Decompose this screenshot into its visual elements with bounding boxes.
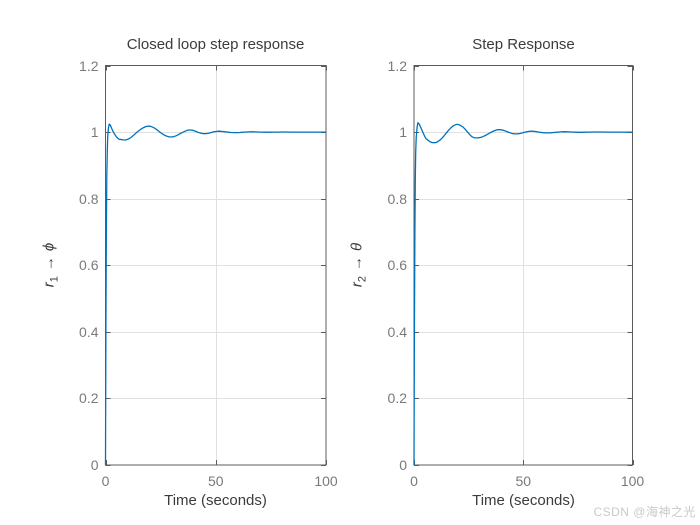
ylabel-subscript: 1 <box>48 276 61 283</box>
watermark: CSDN @海神之光 <box>593 505 696 519</box>
theta-symbol: θ <box>348 242 366 252</box>
y-tick-label: 0.4 <box>387 323 407 340</box>
y-tick-label: 0.6 <box>79 257 99 274</box>
phi-symbol: ϕ <box>40 242 58 252</box>
response-curve <box>104 123 326 466</box>
ylabel-subscript: 2 <box>356 276 369 283</box>
x-tick-label: 0 <box>410 473 418 489</box>
y-tick-label: 0.4 <box>79 323 99 340</box>
right-xaxis-label: Time (seconds) <box>472 492 575 509</box>
response-curve <box>413 122 633 466</box>
y-tick-label: 1.2 <box>79 57 99 74</box>
y-tick-label: 0.2 <box>387 390 407 407</box>
y-tick-label: 0 <box>90 457 99 473</box>
y-tick-label: 1 <box>90 124 99 141</box>
x-tick-label: 100 <box>620 473 645 489</box>
ylabel-variable: r <box>40 282 58 288</box>
y-tick-label: 1 <box>399 124 407 141</box>
axes-box <box>413 65 633 466</box>
y-tick-label: 0.2 <box>79 390 99 407</box>
right-plot-title: Step Response <box>472 36 575 53</box>
axes-box <box>105 65 327 466</box>
y-tick-label: 0 <box>399 457 407 473</box>
x-tick-label: 50 <box>207 473 224 489</box>
y-tick-label: 0.8 <box>387 190 407 207</box>
left-plot-title: Closed loop step response <box>126 36 305 53</box>
y-tick-label: 1.2 <box>387 57 407 74</box>
y-tick-label: 0.8 <box>79 190 99 207</box>
ylabel-variable: r <box>348 282 366 288</box>
x-tick-label: 0 <box>101 473 110 489</box>
x-tick-label: 100 <box>314 473 338 489</box>
left-xaxis-label: Time (seconds) <box>164 492 267 509</box>
x-tick-label: 50 <box>515 473 532 489</box>
y-tick-label: 0.6 <box>387 257 407 274</box>
